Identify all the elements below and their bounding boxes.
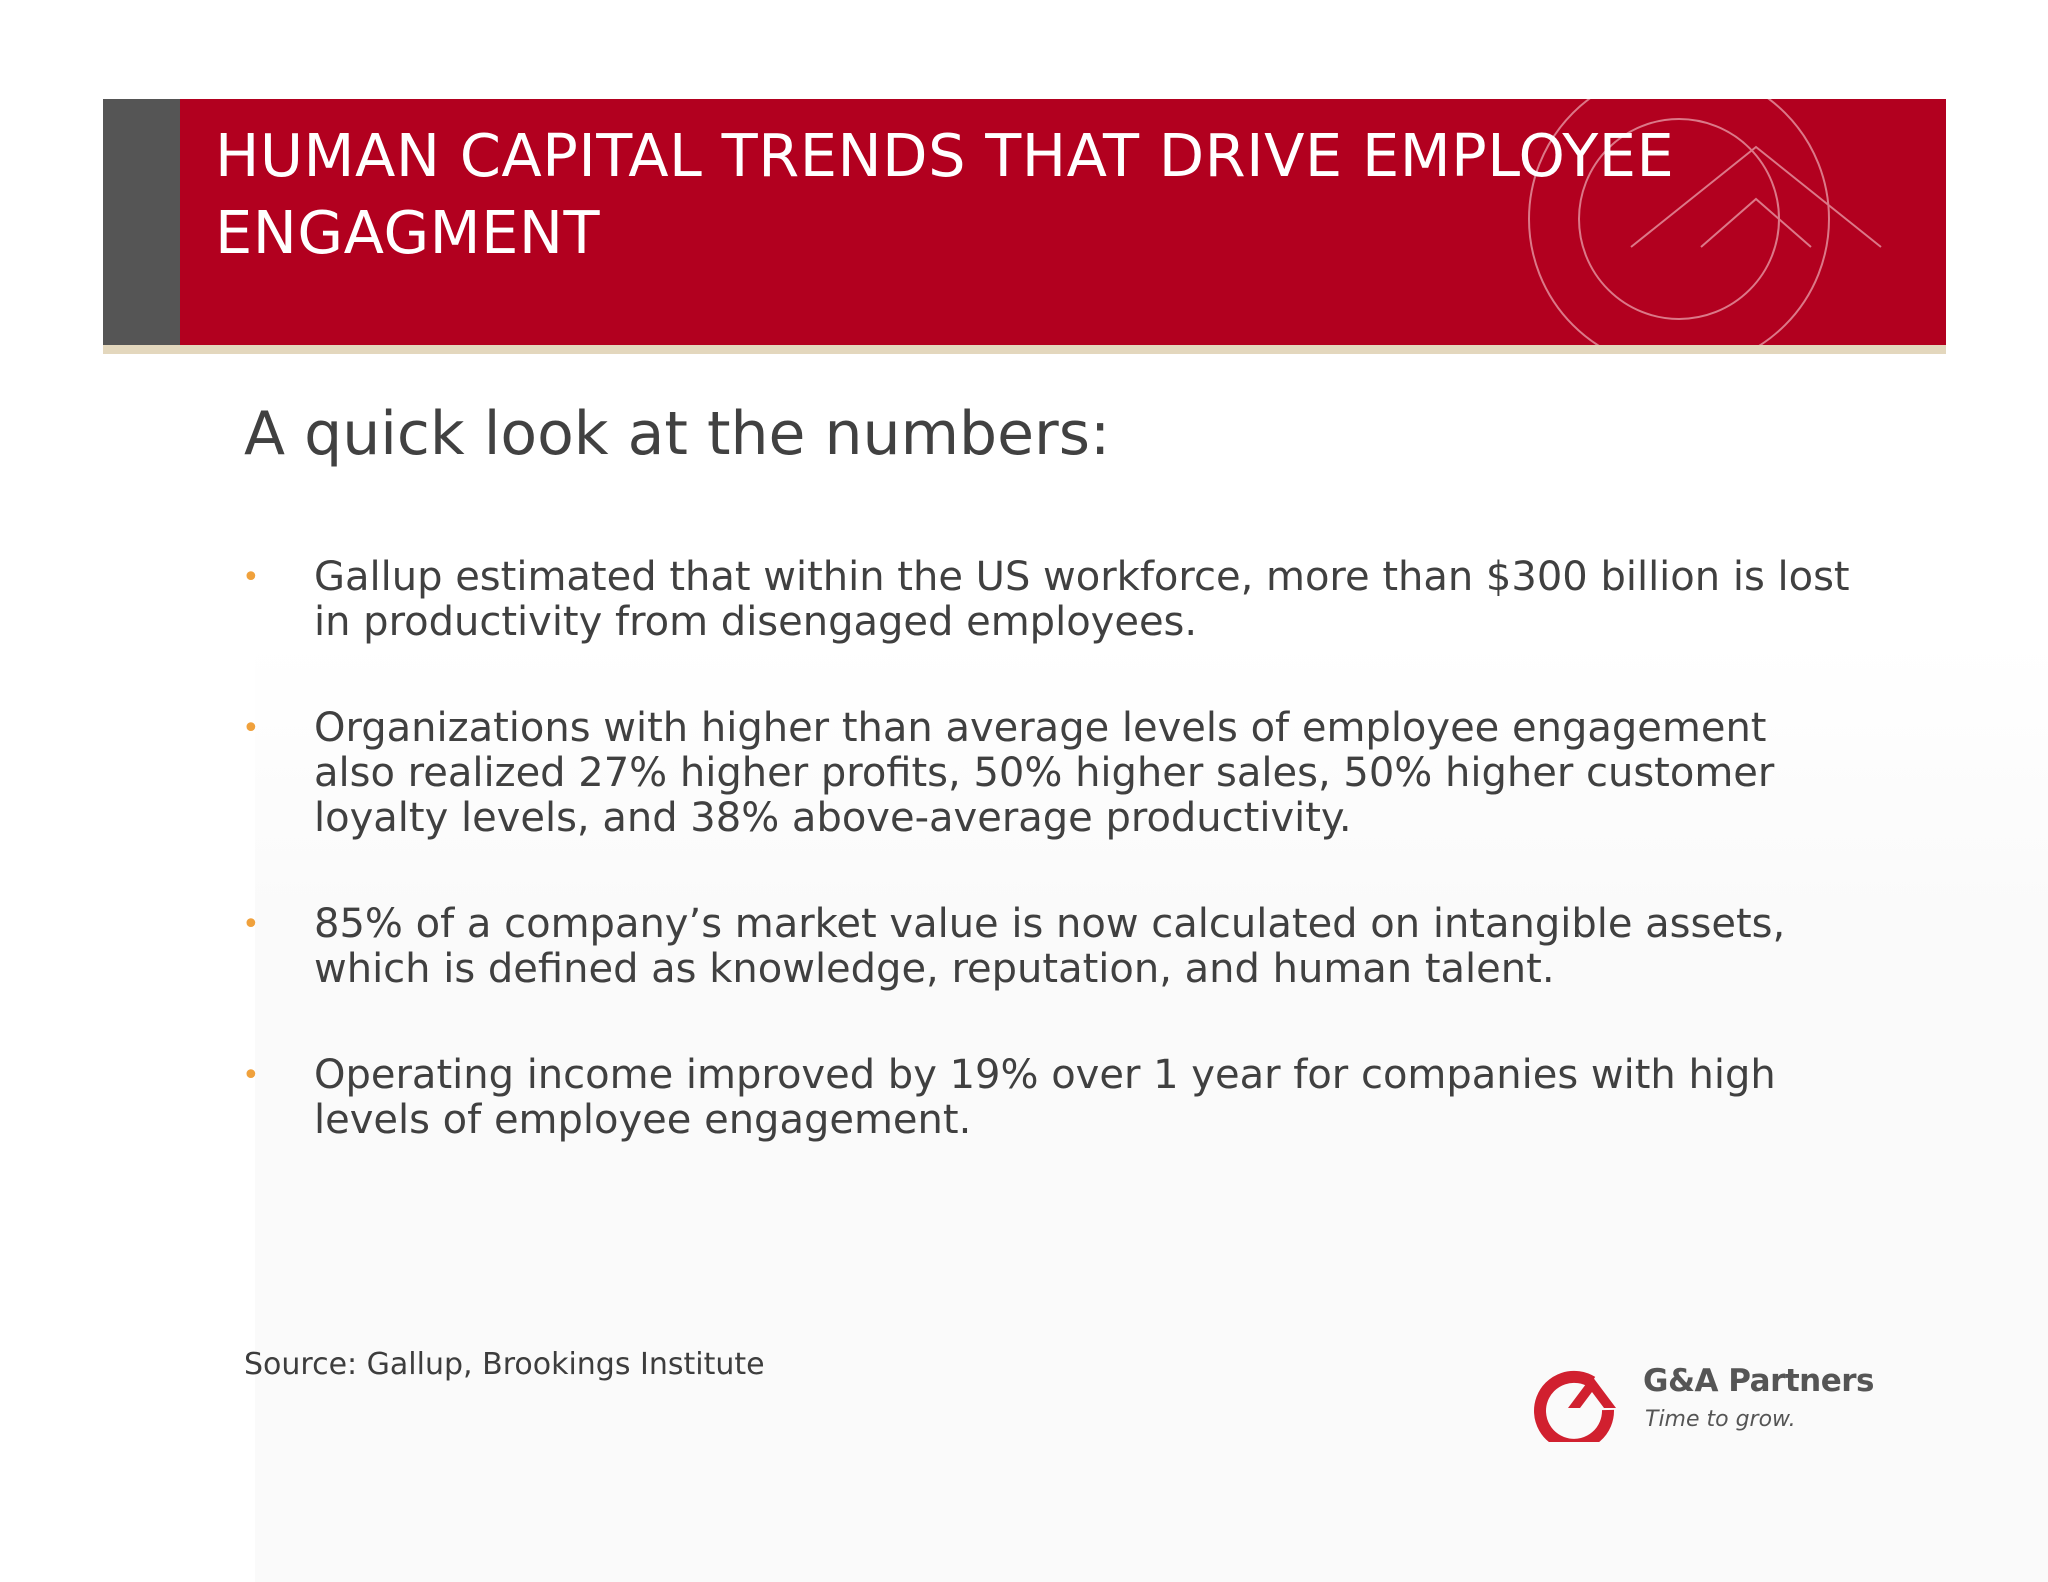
list-item: • 85% of a company’s market value is now… <box>240 902 1860 992</box>
bullet-text: Operating income improved by 19% over 1 … <box>314 1052 1776 1143</box>
bullet-marker: • <box>242 560 260 595</box>
logo-tagline: Time to grow. <box>1645 1407 1796 1432</box>
bullet-list: • Gallup estimated that within the US wo… <box>240 555 1860 1143</box>
bullet-text: Organizations with higher than average l… <box>314 705 1775 841</box>
list-item: • Organizations with higher than average… <box>240 706 1860 841</box>
ga-partners-logo-icon <box>1534 1370 1616 1442</box>
source-note: Source: Gallup, Brookings Institute <box>244 1347 765 1382</box>
list-item: • Gallup estimated that within the US wo… <box>240 555 1860 645</box>
banner-underline <box>103 345 1946 354</box>
bullet-text: 85% of a company’s market value is now c… <box>314 901 1786 992</box>
header-banner: HUMAN CAPITAL TRENDS THAT DRIVE EMPLOYEE… <box>103 99 1946 345</box>
bullet-marker: • <box>242 1058 260 1093</box>
bullet-text: Gallup estimated that within the US work… <box>314 554 1850 645</box>
logo-name: G&A Partners <box>1643 1363 1875 1399</box>
bullet-marker: • <box>242 711 260 746</box>
banner-sidebar-block <box>103 99 180 345</box>
company-logo: G&A Partners Time to grow. <box>1528 1352 1888 1452</box>
list-item: • Operating income improved by 19% over … <box>240 1053 1860 1143</box>
subtitle: A quick look at the numbers: <box>244 399 1111 469</box>
bullet-marker: • <box>242 907 260 942</box>
background-shade <box>255 640 2048 1582</box>
banner-watermark-icon <box>1528 99 1882 345</box>
page-title: HUMAN CAPITAL TRENDS THAT DRIVE EMPLOYEE… <box>215 121 1675 267</box>
